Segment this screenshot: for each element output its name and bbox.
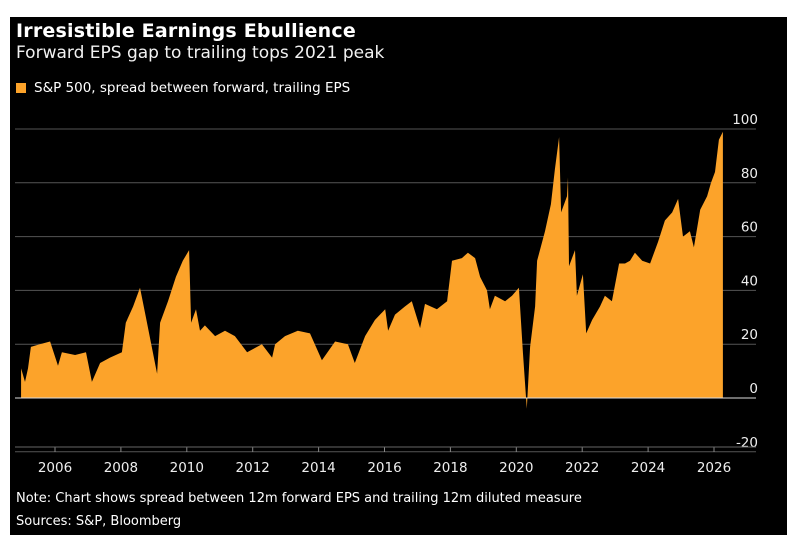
x-tick-label: 2006 [38, 460, 72, 476]
chart-subtitle: Forward EPS gap to trailing tops 2021 pe… [16, 43, 385, 63]
x-tick-label: 2012 [236, 460, 270, 476]
x-tick-label: 2026 [697, 460, 731, 476]
x-tick-label: 2020 [499, 460, 533, 476]
chart-svg: 100 80 60 40 20 0 -20 2006 2008 2010 2012 2014 2016 2… [15, 112, 758, 476]
x-tick-label: 2010 [170, 460, 204, 476]
x-tick-label: 2008 [104, 460, 138, 476]
y-tick-label: 100 [732, 112, 758, 128]
y-tick-label: 60 [741, 220, 758, 236]
chart-panel: Irresistible Earnings Ebullience Forward… [10, 17, 787, 535]
y-tick-label: 40 [741, 273, 758, 289]
legend-label: S&P 500, spread between forward, trailin… [34, 80, 351, 96]
chart-sources: Sources: S&P, Bloomberg [16, 514, 182, 529]
x-tick-label: 2016 [367, 460, 401, 476]
x-tick-label: 2018 [433, 460, 467, 476]
y-tick-label: -20 [736, 435, 758, 451]
y-tick-label: 80 [741, 166, 758, 182]
legend: S&P 500, spread between forward, trailin… [16, 80, 350, 96]
chart-note: Note: Chart shows spread between 12m for… [16, 491, 582, 506]
legend-swatch [16, 83, 26, 93]
chart-title: Irresistible Earnings Ebullience [16, 20, 356, 42]
x-tick-label: 2014 [301, 460, 335, 476]
series-area [21, 131, 723, 409]
y-tick-label: 20 [741, 327, 758, 343]
x-tick-label: 2022 [565, 460, 599, 476]
x-tick-label: 2024 [631, 460, 665, 476]
y-tick-label: 0 [749, 381, 758, 397]
